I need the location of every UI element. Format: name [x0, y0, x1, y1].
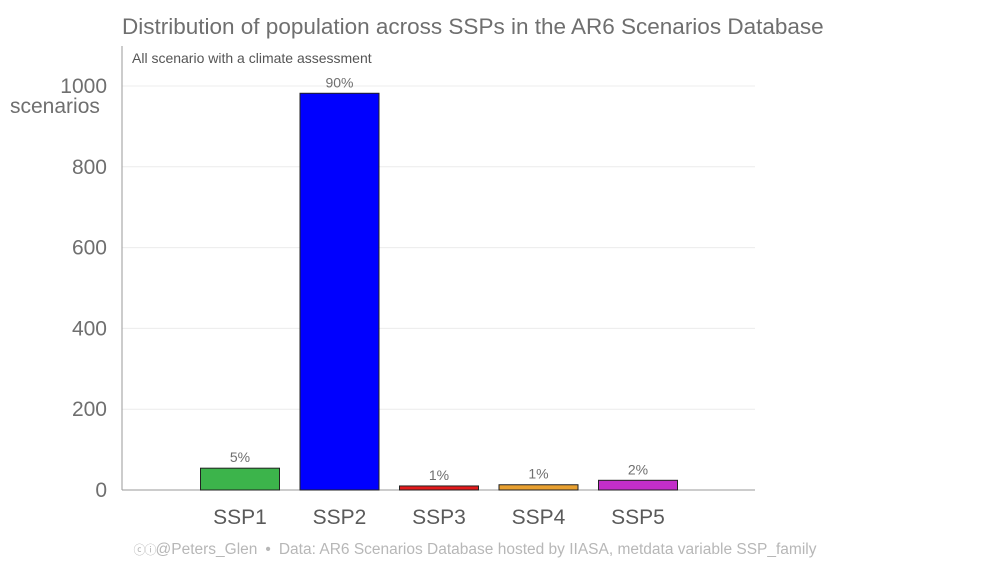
bar-ssp5 — [598, 479, 678, 491]
bars — [200, 92, 678, 491]
author-handle: @Peters_Glen — [155, 541, 258, 558]
chart-subtitle: All scenario with a climate assessment — [132, 50, 372, 66]
data-label-ssp5: 2% — [628, 461, 648, 477]
axes — [121, 46, 755, 491]
bar-ssp3 — [399, 485, 479, 491]
labels: 0 200 400 600 800 1000 5% SSP1 90% SSP2 1% SSP3 1% SS… — [60, 74, 665, 529]
data-label-ssp3: 1% — [429, 467, 449, 483]
y-tick-label: 0 — [95, 479, 107, 502]
data-source: Data: AR6 Scenarios Database hosted by I… — [278, 541, 817, 558]
chart-title: Distribution of population across SSPs i… — [122, 14, 824, 39]
footer-credit: ⓒⓘ@Peters_Glen • Data: AR6 Scenarios Datab… — [0, 541, 950, 559]
data-label-ssp1: 5% — [230, 449, 250, 465]
bar-ssp2 — [299, 92, 380, 491]
y-tick-label: 200 — [72, 398, 107, 421]
y-tick-label: 600 — [72, 237, 107, 260]
bar-ssp4 — [498, 484, 579, 491]
x-tick-label-ssp4: SSP4 — [512, 506, 566, 529]
y-tick-label: 800 — [72, 156, 107, 179]
bar-ssp1 — [200, 467, 280, 491]
footer-separator: • — [265, 541, 271, 558]
gridlines — [122, 85, 755, 410]
y-tick-label: 1000 — [60, 75, 107, 98]
y-tick-label: 400 — [72, 317, 107, 340]
y-axis-label: scenarios — [10, 95, 100, 118]
x-tick-label-ssp5: SSP5 — [611, 506, 665, 529]
x-tick-label-ssp3: SSP3 — [412, 506, 466, 529]
data-label-ssp4: 1% — [528, 466, 548, 482]
cc-license-icon: ⓒⓘ — [133, 543, 157, 557]
x-tick-label-ssp1: SSP1 — [213, 506, 267, 529]
data-label-ssp2: 90% — [325, 74, 353, 90]
x-tick-label-ssp2: SSP2 — [313, 506, 367, 529]
